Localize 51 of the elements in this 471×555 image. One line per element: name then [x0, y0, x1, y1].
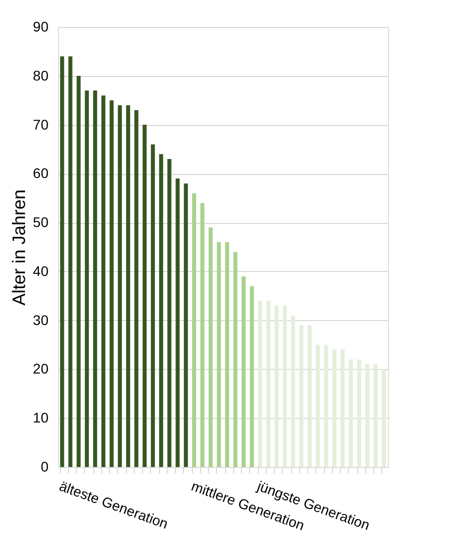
bar: [365, 364, 370, 467]
bar: [258, 300, 262, 467]
bar: [291, 315, 296, 467]
bar: [101, 95, 106, 467]
bar: [208, 227, 213, 467]
bar: [126, 105, 130, 467]
bar: [340, 350, 345, 467]
bar: [299, 325, 304, 467]
bar: [60, 56, 64, 467]
y-tick-label: 80: [32, 67, 49, 84]
bar: [374, 364, 378, 467]
bar: [324, 344, 328, 467]
bar: [282, 306, 287, 467]
y-tick-label: 30: [32, 312, 49, 328]
bar: [357, 359, 362, 467]
bar: [142, 124, 147, 467]
bar: [348, 359, 353, 467]
bar: [266, 300, 270, 467]
bar: [192, 193, 196, 467]
bar: [84, 90, 89, 467]
y-tick-label: 90: [32, 18, 49, 34]
bar: [216, 242, 221, 467]
y-tick-label: 70: [32, 116, 49, 132]
bar: [274, 306, 279, 467]
y-tick-label: 20: [32, 360, 49, 377]
bar: [110, 100, 114, 467]
bar: [233, 252, 238, 467]
bar: [382, 369, 386, 467]
bar: [159, 154, 164, 467]
bar: [308, 325, 312, 467]
bar: [76, 76, 81, 467]
bar: [68, 56, 72, 467]
bar: [134, 110, 138, 467]
bar: [167, 159, 172, 467]
bar: [225, 242, 230, 467]
bar: [250, 286, 254, 467]
bar: [242, 276, 246, 467]
bar: [93, 90, 98, 467]
bar: [332, 350, 336, 467]
bar: [184, 183, 188, 467]
y-tick-label: 10: [32, 410, 49, 426]
y-tick-label: 40: [32, 262, 49, 279]
y-tick-label: 50: [32, 214, 49, 230]
bar: [150, 144, 155, 467]
y-tick-label: 0: [40, 458, 49, 474]
bar: [316, 344, 320, 467]
y-axis-title: Alter in Jahren: [8, 189, 29, 306]
y-tick-label: 60: [32, 165, 49, 182]
bar: [176, 178, 180, 467]
bar: [118, 105, 122, 467]
bar: [200, 203, 204, 467]
